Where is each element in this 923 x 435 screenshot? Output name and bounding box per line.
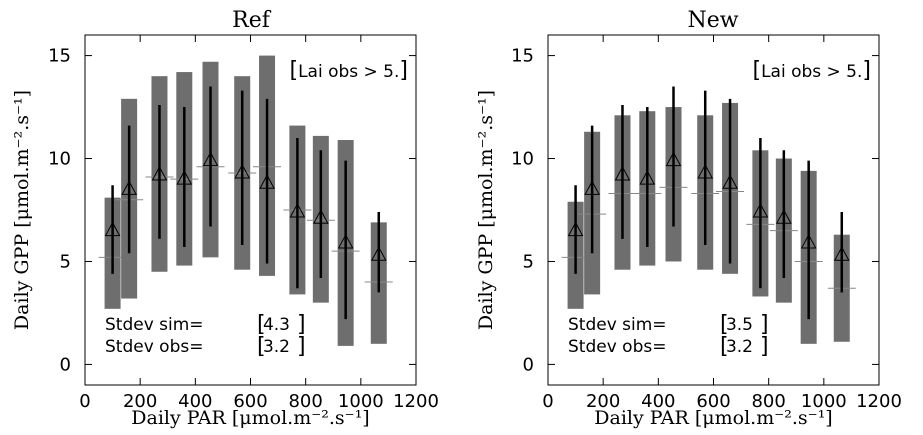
obs-mean-triangle: [614, 165, 631, 181]
stat-bracket-open: [: [720, 312, 729, 337]
annotation-bracket-close: ]: [862, 58, 871, 83]
obs-mean-triangle: [176, 170, 193, 185]
chart-panel-ref: Ref 0 200 400 600 800 1000 1200 0 5 10 15 Daily PAR …: [11, 8, 439, 429]
x-tick-label: 0: [79, 391, 90, 412]
stat-bracket-open: [: [257, 312, 266, 337]
stat-bracket-close: ]: [297, 312, 306, 337]
x-tick-label: 600: [696, 391, 730, 412]
stat-label: Stdev sim=: [568, 315, 667, 335]
obs-mean-triangle: [665, 151, 682, 167]
x-tick-label: 1200: [393, 391, 439, 412]
stat-value: 4.3: [263, 315, 290, 335]
obs-mean-triangle: [776, 209, 792, 224]
y-tick-label: 5: [523, 251, 534, 272]
obs-mean-triangle: [151, 165, 168, 181]
stat-bracket-close: ]: [760, 312, 769, 337]
annotation-label: [Lai obs > 5.]: [289, 58, 408, 83]
annotation-label: [Lai obs > 5.]: [752, 58, 871, 83]
y-axis-label: Daily GPP [μmol.m⁻².s⁻¹]: [11, 90, 33, 330]
obs-mean-triangle: [259, 174, 275, 189]
stat-bracket-close: ]: [760, 334, 769, 359]
annotation-text: Lai obs > 5.: [298, 62, 399, 82]
obs-mean-triangle: [567, 221, 584, 237]
annotation-bracket-open: [: [752, 58, 761, 83]
x-tick-label: 0: [542, 391, 553, 412]
stat-label: Stdev obs=: [568, 337, 666, 357]
x-tick-label: 1000: [338, 391, 384, 412]
obs-mean-triangle: [121, 180, 137, 195]
obs-mean-triangle: [752, 203, 769, 218]
chart-title: New: [687, 8, 738, 33]
obs-mean-triangle: [337, 233, 354, 249]
stat-value: 3.5: [726, 315, 753, 335]
x-axis-label: Daily PAR [μmol.m⁻².s⁻¹]: [594, 407, 832, 429]
stat-label: Stdev sim=: [105, 315, 204, 335]
obs-mean-triangle: [313, 209, 329, 224]
chart-panel-new: New 0 200 400 600 800 1000 1200 0 5 10 15 Daily PAR …: [475, 8, 902, 429]
y-tick-label: 15: [48, 46, 71, 67]
obs-mean-triangle: [722, 174, 738, 189]
obs-mean-triangle: [584, 180, 600, 195]
obs-mean-triangle: [289, 203, 306, 218]
y-tick-label: 0: [523, 354, 534, 375]
y-tick-label: 10: [48, 149, 71, 170]
stat-label: Stdev obs=: [105, 337, 203, 357]
y-tick-label: 5: [60, 251, 71, 272]
obs-mean-triangle: [639, 170, 656, 185]
obs-mean-triangle: [800, 233, 817, 249]
x-tick-label: 1200: [856, 391, 902, 412]
obs-mean-triangle: [104, 221, 121, 237]
x-tick-label: 600: [233, 391, 267, 412]
y-tick-label: 10: [511, 149, 534, 170]
x-tick-label: 200: [586, 391, 620, 412]
x-axis-label: Daily PAR [μmol.m⁻².s⁻¹]: [131, 407, 369, 429]
stat-bracket-open: [: [720, 334, 729, 359]
y-tick-label: 15: [511, 46, 534, 67]
obs-mean-triangle: [697, 163, 714, 179]
x-tick-label: 800: [288, 391, 322, 412]
obs-mean-triangle: [370, 246, 387, 261]
stat-value: 3.2: [263, 337, 290, 357]
y-axis-label: Daily GPP [μmol.m⁻².s⁻¹]: [475, 90, 497, 330]
annotation-text: Lai obs > 5.: [761, 62, 862, 82]
x-tick-label: 800: [751, 391, 785, 412]
annotation-bracket-open: [: [289, 58, 298, 83]
x-tick-label: 400: [178, 391, 212, 412]
y-tick-label: 0: [60, 354, 71, 375]
x-tick-label: 1000: [801, 391, 847, 412]
obs-mean-triangle: [202, 151, 219, 167]
chart-title: Ref: [232, 8, 272, 33]
stat-bracket-open: [: [257, 334, 266, 359]
obs-mean-triangle: [833, 246, 850, 261]
x-tick-label: 400: [641, 391, 675, 412]
obs-mean-triangle: [234, 163, 251, 179]
annotation-bracket-close: ]: [399, 58, 408, 83]
stat-value: 3.2: [726, 337, 753, 357]
stat-bracket-close: ]: [297, 334, 306, 359]
x-tick-label: 200: [123, 391, 157, 412]
